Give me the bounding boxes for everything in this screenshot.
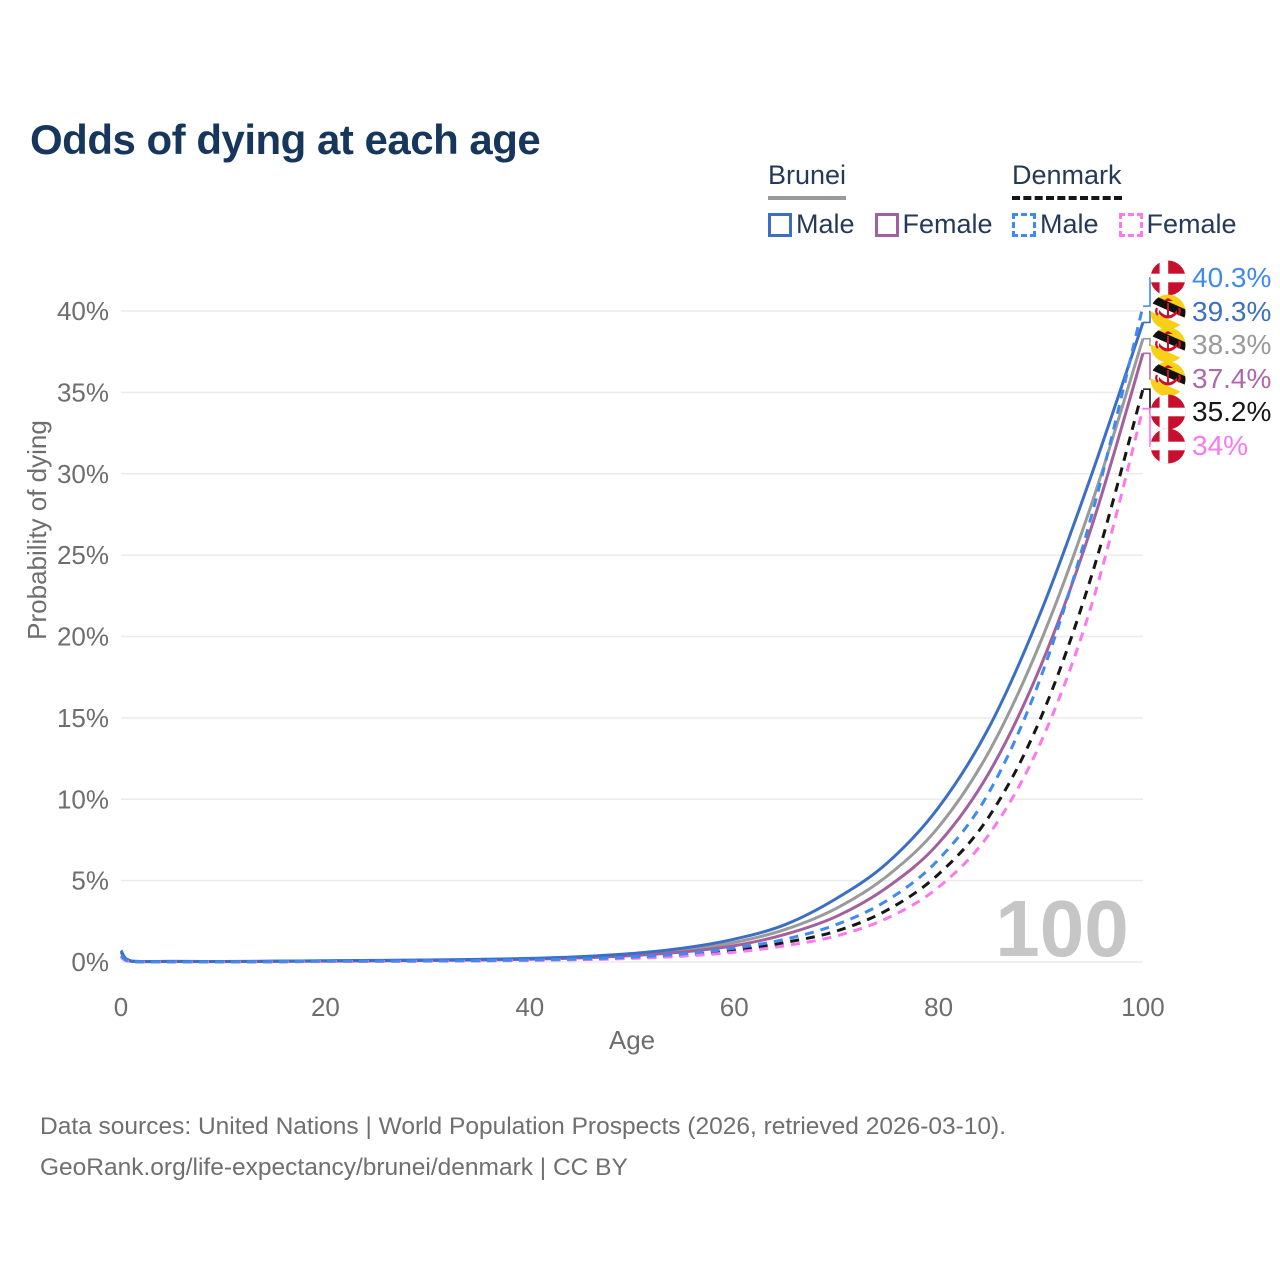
end-label-value: 40.3% [1192,262,1272,293]
series-line-denmark-male[interactable] [120,305,1145,964]
end-label-value: 35.2% [1192,396,1272,428]
x-tick-label: 20 [311,992,340,1022]
end-label-value: 37.4% [1192,362,1272,394]
y-tick-label: 30% [57,459,109,489]
x-axis-title: Age [609,1025,655,1055]
end-label-denmark-male: 40.3% [1150,260,1271,296]
end-label-denmark-both-sexes: 35.2% [1150,394,1271,430]
brunei-male-swatch-icon[interactable] [768,212,792,237]
x-tick-label: 100 [1121,992,1164,1022]
y-tick-label: 25% [57,540,109,570]
denmark-female-swatch-icon[interactable] [1118,212,1143,237]
y-tick-label: 15% [57,703,109,733]
end-label-value: 34% [1192,430,1249,461]
denmark-male-swatch-icon[interactable] [1012,212,1036,237]
series-line-denmark-both-sexes[interactable] [120,388,1145,964]
x-tick-label: 0 [114,992,128,1022]
x-tick-label: 40 [515,992,544,1022]
line-chart: 0% 5% 10% 15% 20% 25% 30% 35% 40% 0 20 40 60 80 100 Age… [22,277,1165,1055]
y-tick-label: 40% [57,296,109,326]
end-label-denmark-female: 34% [1150,428,1248,464]
y-tick-label: 5% [71,866,109,896]
series-line-brunei-both-sexes[interactable] [119,338,1145,964]
legend-item-denmark-male[interactable]: Male [1012,209,1099,240]
denmark-flag-icon [1150,260,1186,296]
legend-item-brunei-female[interactable]: Female [874,209,993,240]
end-label-brunei-both-sexes: 38.3% [1150,327,1271,363]
end-label-brunei-male: 39.3% [1150,294,1271,330]
legend-group-denmark: Denmark Male Female [1012,160,1237,240]
leader-line-denmark-female [1143,407,1151,447]
brunei-flag-icon [1150,361,1186,397]
legend-item-label: Female [902,209,993,239]
legend-country-denmark[interactable]: Denmark [1012,160,1122,200]
legend-item-label: Male [1040,209,1099,239]
data-sources-footer: Data sources: United Nations | World Pop… [40,1106,1006,1188]
leader-line-brunei-female [1143,352,1151,380]
denmark-flag-icon [1150,428,1186,464]
end-label-brunei-female: 37.4% [1150,361,1271,397]
legend-item-brunei-male[interactable]: Male [768,209,855,240]
brunei-female-swatch-icon[interactable] [874,212,899,237]
legend-item-label: Male [796,209,855,239]
series-line-brunei-male[interactable] [119,321,1145,964]
y-tick-label: 10% [57,784,109,814]
y-tick-label: 35% [57,377,109,407]
age-watermark: 100 [995,884,1128,973]
x-tick-label: 80 [924,992,953,1022]
page-title: Odds of dying at each age [30,116,541,164]
data-sources-line: Data sources: United Nations | World Pop… [40,1113,1007,1140]
end-label-value: 39.3% [1192,295,1272,327]
legend-country-brunei[interactable]: Brunei [768,160,847,200]
legend-group-brunei: Brunei Male Female [768,160,993,240]
y-tick-label: 20% [57,622,109,652]
attribution-line: GeoRank.org/life-expectancy/brunei/denma… [40,1154,628,1181]
x-tick-label: 60 [720,992,749,1022]
leader-line-denmark-male [1143,277,1151,307]
brunei-flag-icon [1150,327,1186,363]
y-axis-title: Probability of dying [22,420,52,640]
series-line-denmark-female[interactable] [120,408,1145,964]
brunei-flag-icon [1150,294,1186,330]
legend-item-denmark-female[interactable]: Female [1118,209,1237,240]
end-label-value: 38.3% [1192,329,1272,361]
leader-line-brunei-both-sexes [1143,337,1151,347]
y-tick-label: 0% [71,947,109,977]
legend-item-label: Female [1146,209,1237,239]
series-line-brunei-female[interactable] [119,352,1145,964]
denmark-flag-icon [1150,394,1186,430]
leader-line-brunei-male [1143,310,1151,324]
